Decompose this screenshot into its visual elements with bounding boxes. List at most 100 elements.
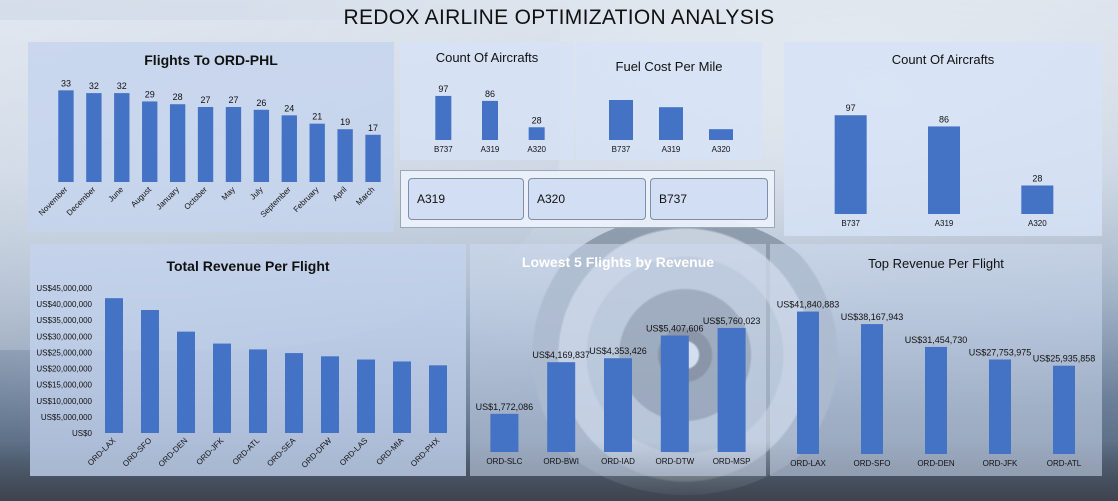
count-of-aircrafts-large-category-label: B737 <box>841 219 860 228</box>
lowest-5-flights-by-revenue-category-label: ORD-DTW <box>655 457 694 466</box>
count-of-aircrafts-small-bar-b737 <box>435 95 452 140</box>
flights-to-ord-phl-data-label: 17 <box>368 123 378 133</box>
top-revenue-per-flight-data-label: US$27,753,975 <box>969 348 1032 358</box>
total-revenue-per-flight-category-label: ORD-MIA <box>375 436 406 467</box>
fuel-cost-per-mile-bar-a319 <box>659 107 683 140</box>
count-of-aircrafts-small-category-label: B737 <box>434 145 453 154</box>
top-revenue-per-flight-category-label: ORD-DEN <box>917 459 955 468</box>
total-revenue-per-flight-ytick-label: US$40,000,000 <box>36 300 92 309</box>
flights-to-ord-phl-data-label: 26 <box>256 98 266 108</box>
flights-to-ord-phl-bar-september <box>281 115 297 182</box>
flights-to-ord-phl-category-label: June <box>107 185 126 204</box>
count-of-aircrafts-small-category-label: A319 <box>481 145 500 154</box>
total-revenue-per-flight-bar-ord-sfo <box>141 310 159 433</box>
fuel-cost-per-mile-category-label: A320 <box>712 145 731 154</box>
lowest-5-flights-by-revenue-category-label: ORD-IAD <box>601 457 635 466</box>
total-revenue-per-flight-category-label: ORD-PHX <box>409 436 442 469</box>
top-revenue-per-flight-category-label: ORD-SFO <box>854 459 891 468</box>
count-of-aircrafts-large-bar-b737 <box>834 115 867 214</box>
lowest-5-flights-by-revenue-category-label: ORD-SLC <box>486 457 522 466</box>
top-revenue-per-flight-category-label: ORD-ATL <box>1047 459 1082 468</box>
top-revenue-per-flight-category-label: ORD-LAX <box>790 459 826 468</box>
count-of-aircrafts-large-title: Count Of Aircrafts <box>891 52 995 67</box>
flights-to-ord-phl-bar-october <box>197 107 214 182</box>
lowest-5-flights-panel: Lowest 5 Flights by Revenue US$1,772,086… <box>470 244 766 476</box>
lowest-5-flights-by-revenue-bar-ord-iad <box>604 358 632 452</box>
total-revenue-per-flight-ytick-label: US$25,000,000 <box>36 348 92 357</box>
flights-to-ord-phl-bar-august <box>142 101 158 182</box>
count-of-aircrafts-large-chart: 97 B737 86 A319 28 A320 <box>834 103 1054 228</box>
total-revenue-per-flight-ytick-label: US$30,000,000 <box>36 332 92 341</box>
total-revenue-per-flight-category-label: ORD-DEN <box>157 436 190 469</box>
flights-to-ord-phl-data-label: 27 <box>201 95 211 105</box>
flights-to-ord-phl-data-label: 21 <box>312 112 322 122</box>
slicer-item-a320[interactable]: A320 <box>528 178 646 220</box>
count-of-aircrafts-small-bar-a320 <box>528 127 545 140</box>
flights-to-ord-phl-bar-march <box>365 134 381 182</box>
top-revenue-per-flight-title: Top Revenue Per Flight <box>868 256 1004 271</box>
count-of-aircrafts-small-data-label: 97 <box>438 84 448 94</box>
total-revenue-per-flight-category-label: ORD-DFW <box>300 436 334 470</box>
top-revenue-per-flight-chart: US$41,840,883 ORD-LAX US$38,167,943 ORD-SFO… <box>777 300 1096 468</box>
flights-to-ord-phl-bar-april <box>337 129 353 182</box>
total-revenue-per-flight-bar-ord-las <box>357 359 375 433</box>
total-revenue-per-flight-bar-ord-lax <box>105 298 123 433</box>
total-revenue-per-flight-category-label: ORD-LAS <box>338 436 370 468</box>
flights-to-ord-phl-title: Flights To ORD-PHL <box>144 52 278 68</box>
total-revenue-per-flight-ytick-label: US$10,000,000 <box>36 397 92 406</box>
total-revenue-per-flight-bar-ord-atl <box>249 349 267 433</box>
total-revenue-per-flight-category-label: ORD-SEA <box>265 436 298 469</box>
total-revenue-per-flight-bar-ord-mia <box>393 361 411 433</box>
fuel-cost-per-mile-panel: Fuel Cost Per Mile B737 A319 A320 <box>576 42 762 160</box>
total-revenue-per-flight-category-label: ORD-JFK <box>195 436 226 467</box>
flights-to-ord-phl-category-label: March <box>354 185 376 207</box>
top-revenue-per-flight-data-label: US$25,935,858 <box>1033 354 1096 364</box>
flights-to-ord-phl-category-label: July <box>248 185 264 201</box>
lowest-5-flights-by-revenue-bar-ord-bwi <box>547 362 576 452</box>
fuel-cost-per-mile-category-label: B737 <box>612 145 631 154</box>
total-revenue-per-flight-category-label: ORD-SFO <box>121 436 153 468</box>
flights-to-ord-phl-category-label: April <box>331 185 349 203</box>
total-revenue-per-flight-ytick-label: US$45,000,000 <box>36 284 92 293</box>
top-revenue-per-flight-data-label: US$41,840,883 <box>777 300 840 310</box>
top-revenue-per-flight-bar-ord-lax <box>797 311 819 454</box>
flights-to-ord-phl-bar-november <box>58 90 74 182</box>
flights-to-ord-phl-bar-december <box>86 93 102 182</box>
flights-to-ord-phl-bar-january <box>169 104 186 182</box>
lowest-5-flights-by-revenue-data-label: US$4,169,837 <box>532 350 590 360</box>
lowest-5-flights-by-revenue-data-label: US$1,772,086 <box>476 402 534 412</box>
top-revenue-per-flight-bar-ord-den <box>925 346 947 454</box>
total-revenue-per-flight-category-label: ORD-ATL <box>231 436 262 467</box>
flights-to-ord-phl-category-label: February <box>292 185 321 214</box>
total-revenue-per-flight-ytick-label: US$5,000,000 <box>41 413 93 422</box>
fuel-cost-per-mile-title: Fuel Cost Per Mile <box>615 59 723 74</box>
top-revenue-per-flight-panel: Top Revenue Per Flight US$41,840,883 ORD-… <box>770 244 1102 476</box>
lowest-5-flights-by-revenue-data-label: US$4,353,426 <box>589 346 647 356</box>
top-revenue-per-flight-data-label: US$38,167,943 <box>841 312 904 322</box>
slicer-item-b737[interactable]: B737 <box>650 178 768 220</box>
flights-to-ord-phl-data-label: 33 <box>61 78 71 88</box>
flights-to-ord-phl-category-label: November <box>37 185 70 218</box>
count-of-aircrafts-large-data-label: 97 <box>846 103 856 113</box>
flights-to-ord-phl-category-label: May <box>220 185 237 202</box>
total-revenue-per-flight-chart: US$0 US$5,000,000 US$10,000,000 US$15,000,0… <box>36 284 447 470</box>
total-revenue-per-flight-category-label: ORD-LAX <box>86 436 118 468</box>
flights-to-ord-phl-category-label: December <box>65 185 98 218</box>
total-revenue-per-flight-bar-ord-den <box>177 331 195 433</box>
total-revenue-per-flight-bar-ord-jfk <box>213 343 231 433</box>
fuel-cost-per-mile-bar-a320 <box>709 129 733 140</box>
total-revenue-per-flight-panel: Total Revenue Per Flight US$0 US$5,000,00… <box>30 244 466 476</box>
count-of-aircrafts-small-chart: 97 B737 86 A319 28 A320 <box>434 84 547 154</box>
lowest-5-flights-title: Lowest 5 Flights by Revenue <box>521 254 715 270</box>
count-of-aircrafts-large-bar-a319 <box>928 126 960 214</box>
top-revenue-per-flight-category-label: ORD-JFK <box>983 459 1018 468</box>
count-of-aircrafts-large-category-label: A320 <box>1028 219 1047 228</box>
flights-to-ord-phl-bar-june <box>114 93 130 182</box>
total-revenue-per-flight-bar-ord-phx <box>429 365 447 433</box>
flights-to-ord-phl-category-label: September <box>259 185 293 219</box>
top-revenue-per-flight-data-label: US$31,454,730 <box>905 335 968 345</box>
count-of-aircrafts-large-bar-a320 <box>1021 185 1054 214</box>
lowest-5-flights-by-revenue-bar-ord-slc <box>490 413 519 452</box>
slicer-item-a319[interactable]: A319 <box>408 178 524 220</box>
flights-to-ord-phl-bar-july <box>253 109 270 182</box>
